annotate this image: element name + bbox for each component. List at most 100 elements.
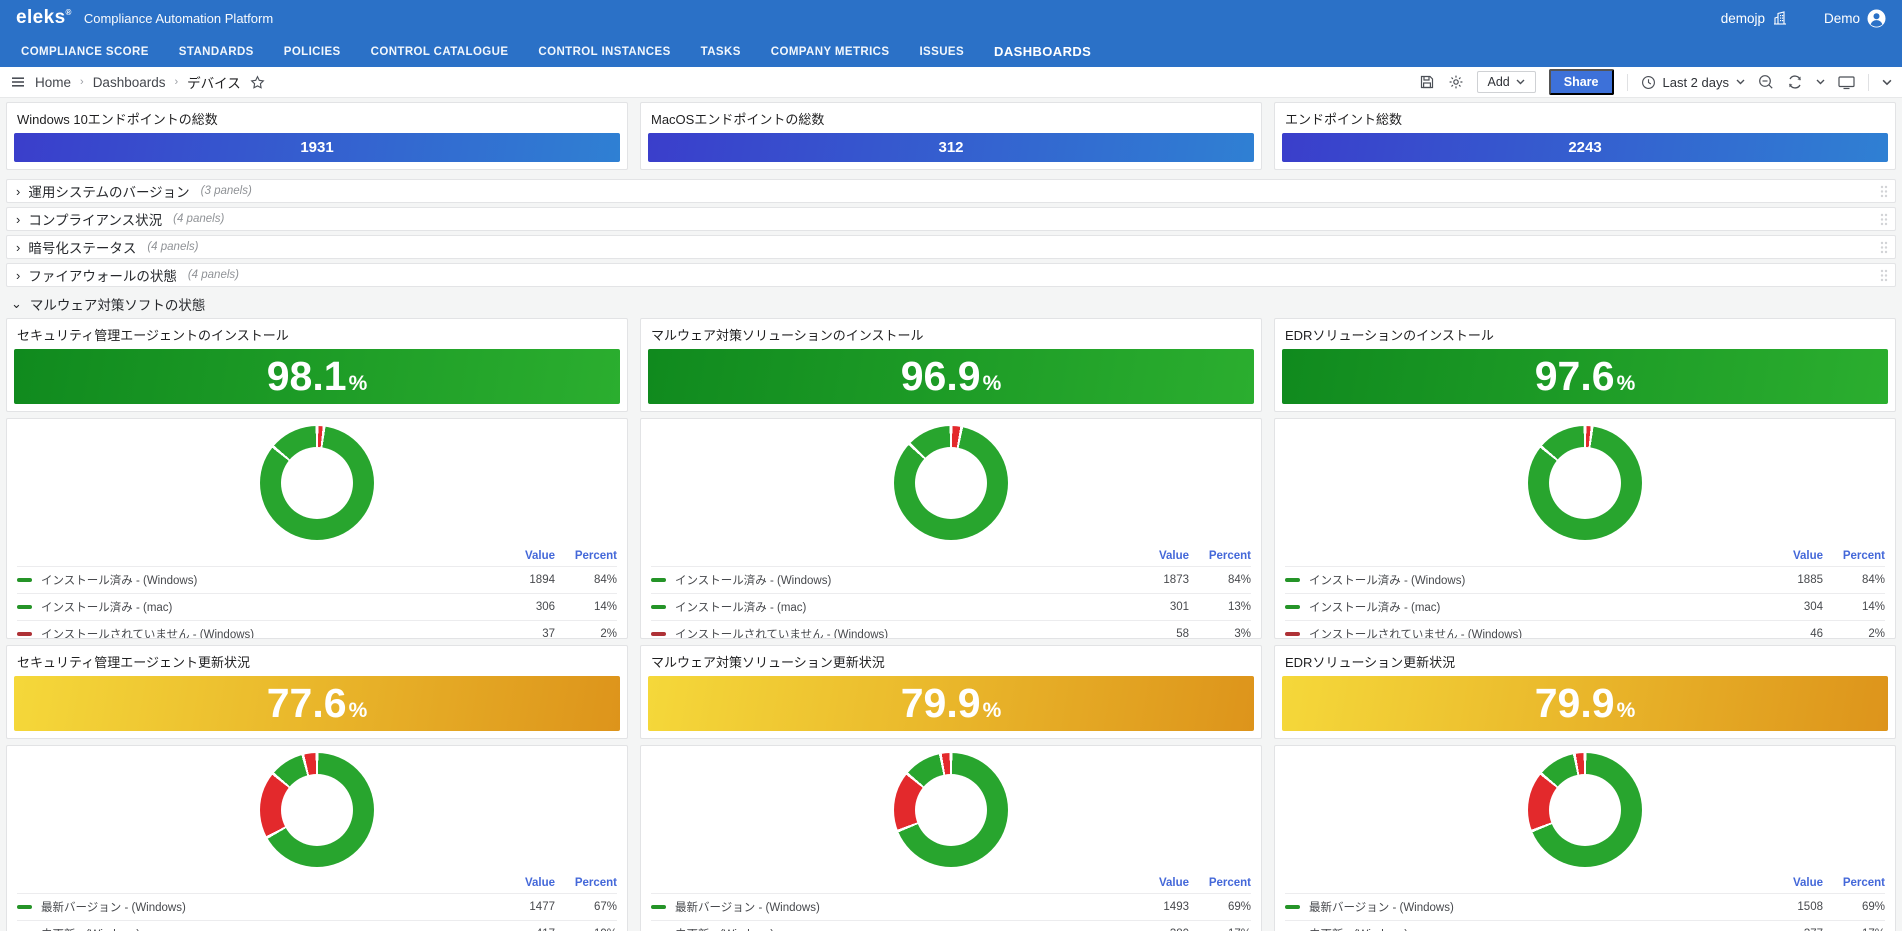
panel-title[interactable]: Windows 10エンドポイントの総数 — [17, 112, 218, 127]
panel-title[interactable]: マルウェア対策ソリューション更新状況 — [651, 655, 885, 670]
row-firewall-status[interactable]: › ファイアウォールの状態 (4 panels) — [6, 263, 1896, 287]
series-label[interactable]: インストールされていません - (Windows) — [675, 629, 889, 639]
series-swatch — [17, 905, 32, 909]
series-label[interactable]: 未更新 - (Windows) — [675, 926, 1131, 931]
row-os-version[interactable]: › 運用システムのバージョン (3 panels) — [6, 179, 1896, 203]
row-compliance-status[interactable]: › コンプライアンス状況 (4 panels) — [6, 207, 1896, 231]
donut-ring[interactable] — [894, 426, 1008, 540]
legend-value-header[interactable]: Value — [1792, 877, 1823, 889]
settings-gear-icon[interactable] — [1448, 74, 1464, 90]
dashboard-toolbar: Home › Dashboards › デバイス Add Share Last … — [0, 67, 1902, 98]
nav-company-metrics[interactable]: COMPANY METRICS — [770, 45, 890, 58]
chevron-down-icon[interactable] — [1882, 79, 1892, 86]
series-value: 1493 — [1163, 901, 1189, 913]
donut-chart — [1275, 419, 1895, 547]
legend-row: インストール済み - (Windows) 1885 84% — [1285, 566, 1885, 593]
row-panel-count: (4 panels) — [187, 269, 239, 281]
save-icon[interactable] — [1419, 74, 1435, 90]
hamburger-menu-icon[interactable] — [10, 74, 26, 90]
user-name: Demo — [1823, 10, 1860, 26]
breadcrumb: Home › Dashboards › デバイス — [10, 72, 265, 92]
legend-percent-header[interactable]: Percent — [1842, 877, 1885, 889]
user-menu[interactable]: Demo — [1824, 9, 1886, 28]
legend-percent-header[interactable]: Percent — [1208, 877, 1251, 889]
series-label[interactable]: 最新バージョン - (Windows) — [41, 902, 186, 914]
panel-title[interactable]: EDRソリューション更新状況 — [1285, 655, 1456, 670]
series-label[interactable]: インストール済み - (Windows) — [41, 575, 198, 587]
nav-policies[interactable]: POLICIES — [283, 45, 341, 58]
row-panel-count: (4 panels) — [173, 213, 225, 225]
eleks-logo[interactable]: eleks ® — [16, 7, 72, 29]
series-label[interactable]: 未更新 - (Windows) — [1309, 926, 1765, 931]
drag-handle-icon[interactable] — [1880, 213, 1888, 226]
legend-value-header[interactable]: Value — [1158, 877, 1189, 889]
donut-ring[interactable] — [894, 753, 1008, 867]
tv-mode-icon[interactable] — [1838, 75, 1855, 90]
chevron-down-icon[interactable] — [1816, 79, 1825, 85]
series-percent: 69% — [1861, 901, 1885, 913]
drag-handle-icon[interactable] — [1880, 269, 1888, 282]
row-encryption-status[interactable]: › 暗号化ステータス (4 panels) — [6, 235, 1896, 259]
breadcrumb-home[interactable]: Home — [35, 74, 72, 90]
legend-percent-header[interactable]: Percent — [1208, 550, 1251, 562]
series-value: 1477 — [529, 901, 555, 913]
legend-row: 未更新 - (Windows) 417 19% — [17, 920, 617, 931]
drag-handle-icon[interactable] — [1880, 241, 1888, 254]
nav-standards[interactable]: STANDARDS — [178, 45, 254, 58]
legend-value-header[interactable]: Value — [1158, 550, 1189, 562]
series-label[interactable]: 未更新 - (Windows) — [41, 926, 497, 931]
panel-title[interactable]: MacOSエンドポイントの総数 — [651, 112, 825, 127]
series-label[interactable]: 最新バージョン - (Windows) — [675, 902, 820, 914]
star-icon[interactable] — [250, 74, 265, 90]
panel-title[interactable]: EDRソリューションのインストール — [1285, 328, 1494, 343]
toolbar-actions: Add Share Last 2 days — [1419, 69, 1893, 95]
add-label: Add — [1487, 75, 1510, 89]
donut-ring[interactable] — [260, 753, 374, 867]
time-range-picker[interactable]: Last 2 days — [1641, 75, 1746, 90]
panel-title[interactable]: マルウェア対策ソリューションのインストール — [651, 328, 924, 343]
nav-tasks[interactable]: TASKS — [700, 45, 741, 58]
nav-control-catalogue[interactable]: CONTROL CATALOGUE — [370, 45, 509, 58]
series-label[interactable]: インストールされていません - (Windows) — [1309, 629, 1523, 639]
series-label[interactable]: インストール済み - (mac) — [41, 602, 173, 614]
panel-title[interactable]: エンドポイント総数 — [1285, 112, 1403, 127]
nav-control-instances[interactable]: CONTROL INSTANCES — [538, 45, 671, 58]
nav-issues[interactable]: ISSUES — [919, 45, 965, 58]
legend-value-header[interactable]: Value — [524, 550, 555, 562]
legend-value-header[interactable]: Value — [524, 877, 555, 889]
series-label[interactable]: インストール済み - (mac) — [675, 602, 807, 614]
stat-value: 79.9 — [1534, 680, 1615, 726]
series-label[interactable]: 最新バージョン - (Windows) — [1309, 902, 1454, 914]
series-label[interactable]: インストールされていません - (Windows) — [41, 629, 255, 639]
legend-value-header[interactable]: Value — [1792, 550, 1823, 562]
stat-unit: % — [982, 699, 1002, 722]
org-selector[interactable]: demojp — [1721, 10, 1788, 26]
legend-percent-header[interactable]: Percent — [1842, 550, 1885, 562]
chart-legend: Value Percent 最新バージョン - (Windows) 1493 6… — [641, 874, 1261, 931]
nav-compliance-score[interactable]: COMPLIANCE SCORE — [21, 45, 149, 58]
share-button[interactable]: Share — [1548, 69, 1614, 95]
drag-handle-icon[interactable] — [1880, 185, 1888, 198]
legend-percent-header[interactable]: Percent — [574, 877, 617, 889]
row-antimalware-status[interactable]: ⌄ マルウェア対策ソフトの状態 — [6, 291, 1896, 316]
stat-percent-bar: 96.9% — [648, 349, 1254, 404]
series-swatch — [17, 605, 32, 609]
series-label[interactable]: インストール済み - (mac) — [1309, 602, 1441, 614]
series-label[interactable]: インストール済み - (Windows) — [1309, 575, 1466, 587]
donut-ring[interactable] — [1528, 753, 1642, 867]
legend-header: Value Percent — [1285, 547, 1885, 566]
refresh-icon[interactable] — [1787, 74, 1803, 90]
panel-macos-total: MacOSエンドポイントの総数 312 — [640, 102, 1262, 170]
series-label[interactable]: インストール済み - (Windows) — [675, 575, 832, 587]
donut-ring[interactable] — [1528, 426, 1642, 540]
breadcrumb-dashboards[interactable]: Dashboards — [92, 74, 166, 90]
donut-ring[interactable] — [260, 426, 374, 540]
add-button[interactable]: Add — [1476, 71, 1536, 93]
toolbar-divider — [1868, 73, 1869, 91]
zoom-out-icon[interactable] — [1758, 74, 1774, 90]
series-swatch — [651, 578, 666, 582]
legend-percent-header[interactable]: Percent — [574, 550, 617, 562]
panel-title[interactable]: セキュリティ管理エージェントのインストール — [17, 328, 289, 343]
panel-title[interactable]: セキュリティ管理エージェント更新状況 — [17, 655, 250, 670]
nav-dashboards[interactable]: DASHBOARDS — [994, 44, 1092, 59]
